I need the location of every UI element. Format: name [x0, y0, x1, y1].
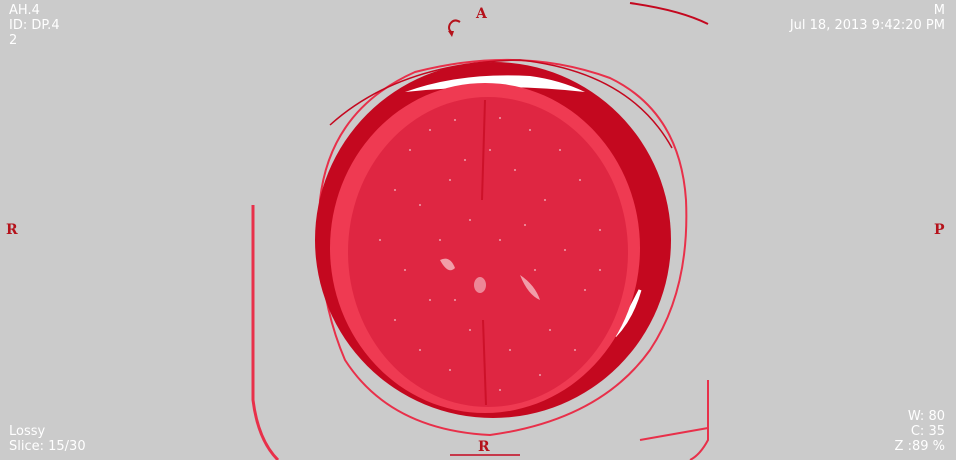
lower-right-line [639, 427, 709, 441]
window-width: W: 80 [907, 409, 945, 424]
midline-fissure [481, 99, 487, 406]
brain-speckle [379, 117, 601, 391]
orientation-bottom-marker: R [478, 439, 490, 455]
zoom-level: Z :89 % [894, 439, 945, 454]
midline-structure [474, 277, 486, 293]
overlay-top-right: M Jul 18, 2013 9:42:20 PM [790, 3, 945, 33]
orientation-top-marker: A [476, 6, 487, 22]
patient-id: ID: DP.4 [9, 18, 60, 33]
left-support-line [251, 205, 280, 460]
overlay-top-left: AH.4 ID: DP.4 2 [9, 3, 60, 48]
top-right-arc [629, 2, 709, 25]
study-datetime: Jul 18, 2013 9:42:20 PM [789, 18, 945, 33]
window-center: C: 35 [910, 424, 945, 439]
scalp-second-contour [329, 59, 673, 149]
patient-sex: M [933, 3, 945, 18]
right-support-line [689, 380, 709, 460]
brain [348, 97, 628, 407]
orientation-right-marker: P [934, 222, 945, 238]
scalp-contour [318, 58, 688, 437]
compression-label: Lossy [9, 424, 46, 439]
ventricle-right [520, 275, 540, 300]
ventricle-left [440, 258, 455, 271]
slice-indicator: Slice: 15/30 [9, 439, 86, 454]
series-number: 2 [9, 33, 18, 48]
patient-name: AH.4 [9, 3, 40, 18]
orientation-left-marker: R [6, 222, 18, 238]
rotate-icon[interactable] [444, 16, 466, 40]
overlay-bottom-left: Lossy Slice: 15/30 [9, 424, 86, 454]
overlay-bottom-right: W: 80 C: 35 Z :89 % [895, 409, 945, 454]
